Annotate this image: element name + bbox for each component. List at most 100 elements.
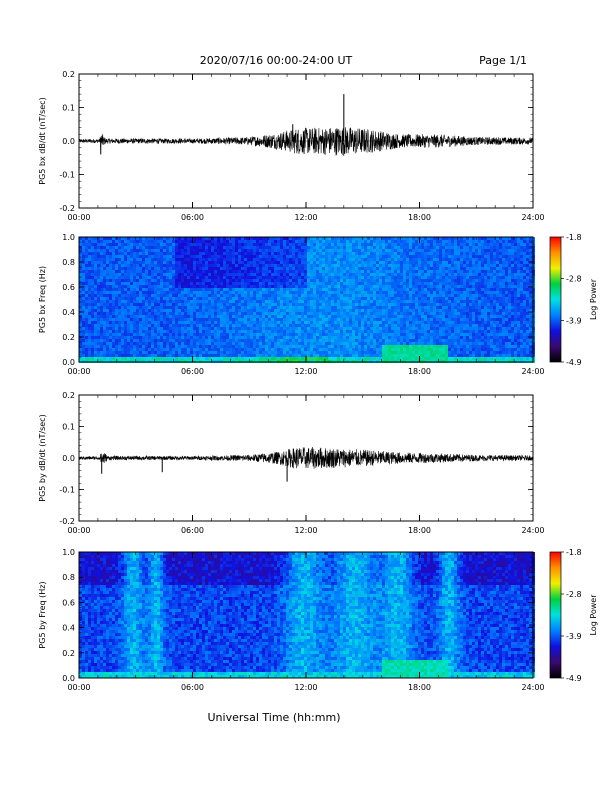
spectrogram-cell bbox=[265, 246, 268, 249]
spectrogram-cell bbox=[283, 264, 286, 267]
spectrogram-cell bbox=[373, 342, 376, 345]
spectrogram-cell bbox=[220, 255, 223, 258]
spectrogram-cell bbox=[403, 258, 406, 261]
spectrogram-cell bbox=[238, 285, 241, 288]
spectrogram-cell bbox=[256, 276, 259, 279]
spectrogram-cell bbox=[403, 294, 406, 297]
spectrogram-cell bbox=[166, 279, 169, 282]
spectrogram-cell bbox=[151, 303, 154, 306]
spectrogram-cell bbox=[82, 306, 85, 309]
spectrogram-cell bbox=[355, 243, 358, 246]
spectrogram-cell bbox=[358, 249, 361, 252]
spectrogram-cell bbox=[349, 348, 352, 351]
spectrogram-cell bbox=[175, 339, 178, 342]
spectrogram-cell bbox=[310, 264, 313, 267]
spectrogram-cell bbox=[139, 321, 142, 324]
spectrogram-cell bbox=[349, 246, 352, 249]
spectrogram-cell bbox=[202, 249, 205, 252]
spectrogram-cell bbox=[181, 324, 184, 327]
spectrogram-cell bbox=[277, 249, 280, 252]
spectrogram-cell bbox=[418, 312, 421, 315]
spectrogram-cell bbox=[136, 315, 139, 318]
spectrogram-cell bbox=[304, 243, 307, 246]
spectrogram-cell bbox=[124, 342, 127, 345]
spectrogram-cell bbox=[370, 306, 373, 309]
spectrogram-cell bbox=[217, 291, 220, 294]
spectrogram-cell bbox=[223, 258, 226, 261]
spectrogram-cell bbox=[292, 282, 295, 285]
spectrogram-cell bbox=[304, 312, 307, 315]
spectrogram-cell bbox=[139, 342, 142, 345]
spectrogram-cell bbox=[199, 237, 202, 240]
spectrogram-cell bbox=[409, 288, 412, 291]
spectrogram-cell bbox=[271, 330, 274, 333]
spectrogram-cell bbox=[373, 270, 376, 273]
spectrogram-cell bbox=[361, 309, 364, 312]
spectrogram-cell bbox=[286, 345, 289, 348]
spectrogram-cell bbox=[349, 315, 352, 318]
spectrogram-cell bbox=[79, 300, 82, 303]
y-tick-label: 0.2 bbox=[62, 70, 75, 79]
spectrogram-cell bbox=[343, 318, 346, 321]
spectrogram-cell bbox=[421, 339, 424, 342]
spectrogram-cell bbox=[124, 333, 127, 336]
spectrogram-cell bbox=[373, 252, 376, 255]
spectrogram-cell bbox=[367, 348, 370, 351]
spectrogram-cell bbox=[373, 294, 376, 297]
spectrogram-cell bbox=[202, 351, 205, 354]
spectrogram-cell bbox=[211, 339, 214, 342]
spectrogram-cell bbox=[394, 264, 397, 267]
spectrogram-cell bbox=[241, 294, 244, 297]
spectrogram-cell bbox=[130, 327, 133, 330]
spectrogram-cell bbox=[100, 309, 103, 312]
spectrogram-cell bbox=[415, 237, 418, 240]
spectrogram-cell bbox=[79, 303, 82, 306]
spectrogram-cell bbox=[229, 282, 232, 285]
spectrogram-cell bbox=[295, 309, 298, 312]
spectrogram-cell bbox=[376, 306, 379, 309]
spectrogram-cell bbox=[361, 279, 364, 282]
spectrogram-cell bbox=[358, 267, 361, 270]
spectrogram-cell bbox=[109, 249, 112, 252]
spectrogram-cell bbox=[283, 237, 286, 240]
spectrogram-cell bbox=[178, 264, 181, 267]
spectrogram-cell bbox=[82, 264, 85, 267]
spectrogram-cell bbox=[148, 297, 151, 300]
spectrogram-cell bbox=[406, 285, 409, 288]
spectrogram-cell bbox=[178, 285, 181, 288]
spectrogram-cell bbox=[121, 252, 124, 255]
spectrogram-cell bbox=[286, 351, 289, 354]
spectrogram-cell bbox=[142, 309, 145, 312]
spectrogram-cell bbox=[178, 327, 181, 330]
spectrogram-cell bbox=[355, 309, 358, 312]
spectrogram-cell bbox=[367, 282, 370, 285]
spectrogram-cell bbox=[394, 321, 397, 324]
spectrogram-cell bbox=[415, 351, 418, 354]
spectrogram-cell bbox=[190, 261, 193, 264]
spectrogram-cell bbox=[82, 294, 85, 297]
spectrogram-cell bbox=[268, 336, 271, 339]
spectrogram-cell bbox=[400, 252, 403, 255]
spectrogram-cell bbox=[229, 300, 232, 303]
spectrogram-cell bbox=[190, 333, 193, 336]
spectrogram-cell bbox=[337, 318, 340, 321]
spectrogram-cell bbox=[157, 297, 160, 300]
spectrogram-cell bbox=[394, 255, 397, 258]
spectrogram-cell bbox=[178, 309, 181, 312]
spectrogram-cell bbox=[373, 282, 376, 285]
spectrogram-cell bbox=[139, 324, 142, 327]
spectrogram-cell bbox=[211, 336, 214, 339]
spectrogram-cell bbox=[208, 237, 211, 240]
spectrogram-cell bbox=[304, 333, 307, 336]
spectrogram-cell bbox=[244, 279, 247, 282]
spectrogram-cell bbox=[403, 303, 406, 306]
spectrogram-cell bbox=[193, 252, 196, 255]
spectrogram-cell bbox=[418, 267, 421, 270]
spectrogram-cell bbox=[337, 282, 340, 285]
spectrogram-cell bbox=[88, 336, 91, 339]
spectrogram-cell bbox=[265, 273, 268, 276]
spectrogram-cell bbox=[274, 285, 277, 288]
spectrogram-cell bbox=[346, 345, 349, 348]
spectrogram-cell bbox=[163, 297, 166, 300]
spectrogram-cell bbox=[409, 279, 412, 282]
